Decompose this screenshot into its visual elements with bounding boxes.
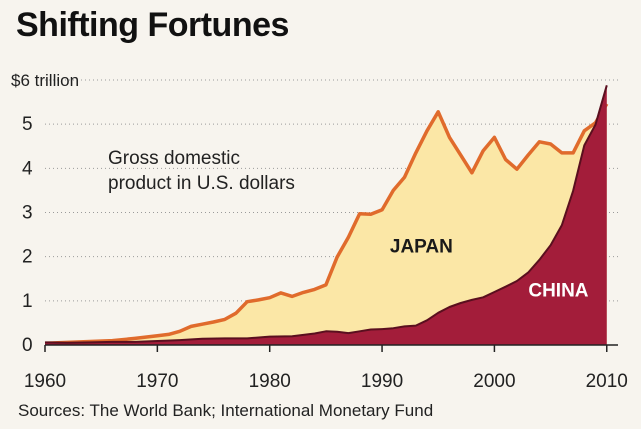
y-tick-label: 5: [22, 114, 33, 135]
y-tick-label: $6 trillion: [11, 71, 79, 90]
y-tick-label: 3: [22, 203, 33, 224]
y-tick-label: 2: [22, 247, 33, 268]
x-tick-label: 1980: [249, 371, 291, 392]
series-label-japan: JAPAN: [390, 236, 453, 257]
x-tick-label: 1990: [361, 371, 403, 392]
chart-subtitle: product in U.S. dollars: [108, 173, 295, 194]
y-tick-label: 1: [22, 291, 33, 312]
chart-title: Shifting Fortunes: [16, 6, 289, 44]
series-label-china: CHINA: [528, 280, 588, 301]
y-tick-label: 4: [22, 158, 33, 179]
x-tick-label: 1970: [136, 371, 178, 392]
x-tick-label: 1960: [24, 371, 66, 392]
japan-line: [44, 102, 609, 345]
y-tick-label: 0: [22, 335, 33, 356]
china-line: [44, 85, 608, 344]
chart-subtitle: Gross domestic: [108, 148, 240, 169]
source-note: Sources: The World Bank; International M…: [18, 401, 433, 420]
x-tick-label: 2010: [586, 371, 628, 392]
x-tick-label: 2000: [473, 371, 515, 392]
china-area: [45, 85, 607, 346]
